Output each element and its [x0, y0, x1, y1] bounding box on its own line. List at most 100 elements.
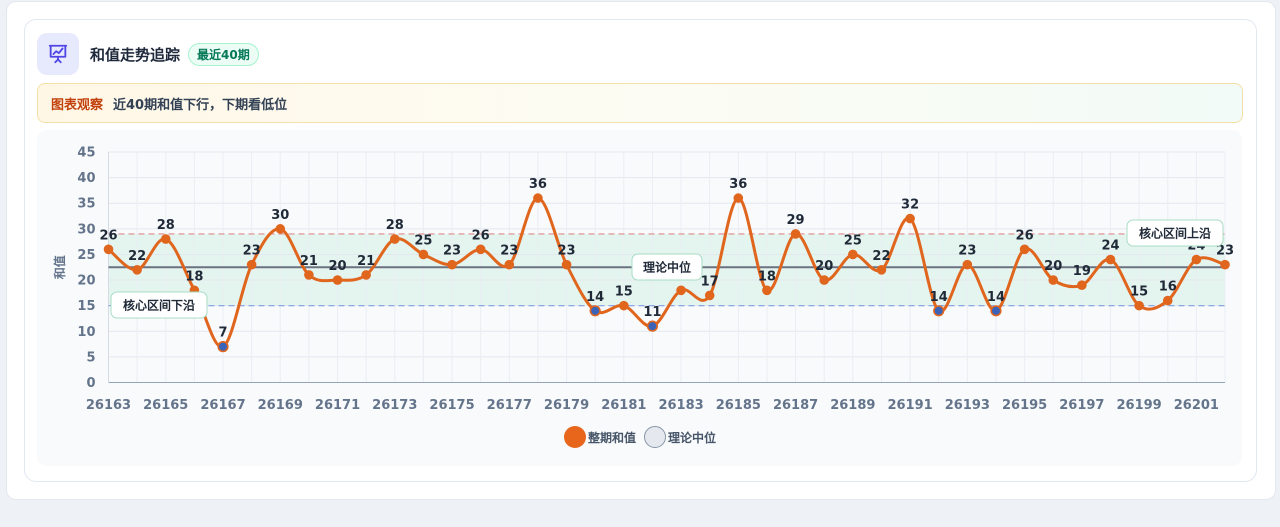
- data-point: [962, 259, 973, 270]
- data-point: [533, 193, 543, 203]
- median-label-box: [631, 253, 703, 281]
- y-tick-label: 25: [77, 248, 95, 263]
- data-point: [418, 249, 429, 260]
- data-label: 28: [386, 218, 404, 233]
- data-label: 28: [157, 218, 175, 233]
- data-label: 23: [1216, 244, 1234, 259]
- upper-bound-label-box: [1126, 219, 1224, 247]
- lower-bound-label-box: [110, 291, 208, 319]
- data-label: 30: [271, 208, 289, 223]
- data-label: 18: [185, 269, 203, 284]
- data-point: [447, 259, 457, 270]
- legend-series-marker: [563, 426, 586, 448]
- data-point: [876, 265, 887, 275]
- data-point: [504, 259, 515, 270]
- data-point: [733, 193, 744, 203]
- data-label: 36: [729, 177, 747, 192]
- x-tick-label: 26181: [601, 398, 646, 413]
- data-point: [103, 244, 114, 255]
- data-label: 21: [300, 254, 318, 269]
- data-point: [561, 259, 572, 270]
- data-label: 7: [218, 326, 227, 341]
- data-point: [646, 320, 659, 332]
- data-label: 23: [500, 244, 518, 259]
- x-tick-label: 26187: [773, 398, 818, 413]
- data-label: 16: [1159, 280, 1177, 295]
- legend-item-median[interactable]: 理论中位: [644, 426, 716, 448]
- x-tick-label: 26199: [1116, 398, 1161, 413]
- data-point: [1105, 254, 1116, 265]
- data-point: [361, 270, 371, 280]
- data-point: [132, 265, 142, 275]
- x-tick-label: 26171: [315, 398, 360, 413]
- legend-item-series[interactable]: 整期和值: [563, 426, 636, 448]
- data-label: 22: [128, 249, 146, 264]
- data-point: [275, 224, 286, 234]
- data-point: [160, 234, 171, 244]
- data-label: 19: [1073, 264, 1091, 279]
- data-label: 15: [615, 285, 633, 300]
- data-label: 20: [328, 259, 346, 274]
- data-point: [1048, 275, 1059, 285]
- card-header: 和值走势追踪 最近40期: [37, 32, 259, 76]
- data-point: [1191, 254, 1202, 265]
- data-point: [304, 270, 314, 280]
- y-tick-label: 5: [86, 350, 95, 365]
- legend-median-label: 理论中位: [668, 430, 717, 445]
- data-label: 26: [1016, 228, 1034, 243]
- data-point: [819, 275, 830, 285]
- data-label: 29: [787, 213, 805, 228]
- data-label: 26: [472, 228, 490, 243]
- x-tick-label: 26179: [544, 398, 589, 413]
- data-point: [704, 290, 715, 301]
- data-point: [1077, 280, 1087, 290]
- data-label: 23: [443, 244, 461, 259]
- data-label: 22: [872, 249, 890, 264]
- x-tick-label: 26183: [658, 398, 703, 413]
- chart-presentation-icon: [37, 33, 79, 75]
- data-point: [217, 341, 229, 353]
- data-point: [246, 259, 257, 270]
- data-point: [1134, 300, 1144, 311]
- data-point: [990, 305, 1002, 317]
- x-tick-label: 26165: [143, 398, 188, 413]
- data-label: 36: [529, 177, 547, 192]
- legend-series-label: 整期和值: [587, 430, 636, 445]
- data-label: 14: [586, 290, 604, 305]
- y-tick-label: 15: [77, 299, 95, 314]
- data-label: 25: [414, 233, 432, 248]
- data-label: 25: [844, 233, 862, 248]
- data-point: [475, 244, 486, 255]
- lower-bound-label: 核心区间下沿: [123, 298, 195, 313]
- x-tick-label: 26195: [1002, 398, 1047, 413]
- data-point: [676, 285, 686, 296]
- x-tick-label: 26201: [1174, 398, 1219, 413]
- data-point: [1162, 295, 1173, 306]
- x-tick-label: 26175: [429, 398, 474, 413]
- data-point: [762, 285, 772, 296]
- x-tick-label: 26163: [86, 398, 131, 413]
- y-tick-label: 45: [77, 146, 95, 161]
- legend-median-marker: [644, 426, 666, 448]
- data-label: 20: [815, 259, 833, 274]
- data-label: 17: [701, 274, 719, 289]
- data-point: [1019, 244, 1030, 255]
- data-point: [332, 275, 343, 285]
- x-tick-label: 26169: [258, 398, 303, 413]
- x-tick-label: 26177: [487, 398, 532, 413]
- y-tick-label: 40: [77, 171, 95, 186]
- x-tick-label: 26185: [716, 398, 761, 413]
- card-title: 和值走势追踪: [90, 45, 181, 64]
- data-label: 14: [987, 290, 1005, 305]
- y-tick-label: 0: [86, 376, 95, 391]
- y-axis-label: 和值: [52, 255, 67, 280]
- data-point: [848, 249, 858, 260]
- data-label: 23: [558, 244, 576, 259]
- data-label: 23: [243, 244, 261, 259]
- y-tick-label: 35: [77, 197, 95, 212]
- data-point: [619, 300, 629, 311]
- data-point: [589, 305, 601, 317]
- data-point: [933, 305, 945, 317]
- chart-legend: 整期和值 理论中位: [0, 426, 1280, 448]
- data-label: 21: [357, 254, 375, 269]
